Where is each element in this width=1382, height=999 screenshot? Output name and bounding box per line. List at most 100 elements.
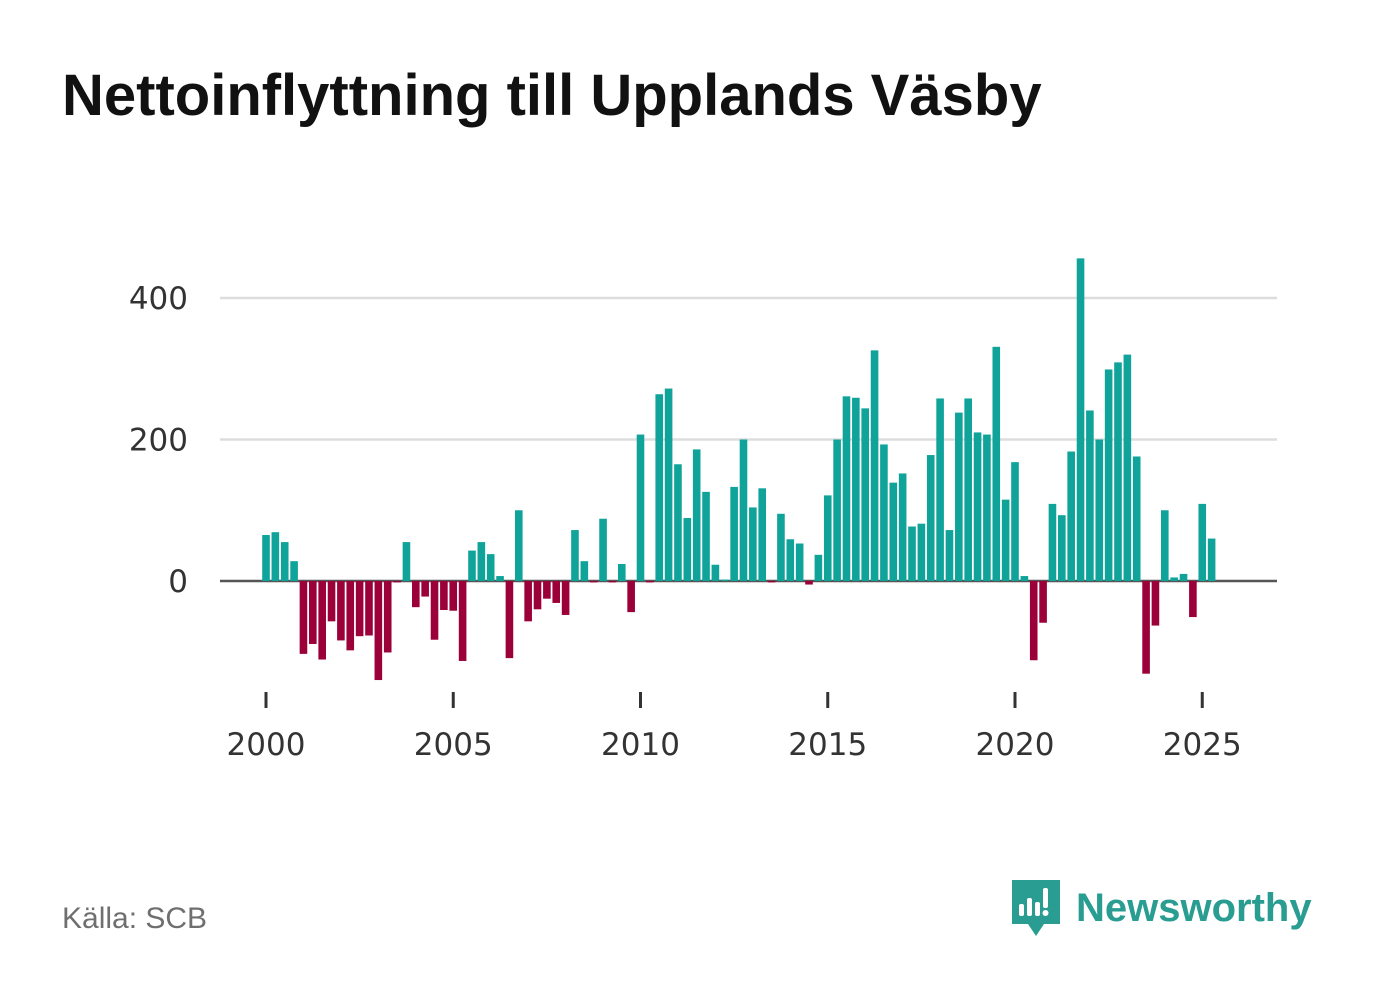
bar[interactable]: [309, 581, 317, 644]
bar[interactable]: [440, 581, 448, 611]
bar[interactable]: [739, 439, 748, 582]
bar[interactable]: [524, 581, 532, 622]
bar[interactable]: [917, 523, 926, 581]
bar[interactable]: [861, 408, 869, 581]
bar[interactable]: [1001, 499, 1010, 581]
bar[interactable]: [674, 464, 682, 581]
newsworthy-logo[interactable]: Newsworthy: [1010, 878, 1312, 938]
bar[interactable]: [262, 535, 270, 581]
bar[interactable]: [290, 561, 298, 581]
bar[interactable]: [1207, 538, 1216, 581]
bar[interactable]: [786, 539, 795, 581]
bar[interactable]: [833, 439, 841, 582]
bar[interactable]: [702, 491, 710, 581]
bar[interactable]: [992, 346, 1001, 581]
bar[interactable]: [299, 581, 308, 654]
bar[interactable]: [402, 542, 411, 581]
bar[interactable]: [1020, 576, 1029, 581]
bar[interactable]: [468, 550, 476, 581]
bar[interactable]: [393, 581, 401, 583]
bar[interactable]: [318, 581, 326, 660]
bar[interactable]: [889, 482, 898, 581]
bar[interactable]: [608, 581, 617, 583]
bar[interactable]: [1114, 362, 1122, 581]
bar[interactable]: [449, 581, 458, 611]
bar[interactable]: [1161, 510, 1169, 581]
bar[interactable]: [514, 510, 523, 581]
bar[interactable]: [1058, 515, 1066, 581]
bar[interactable]: [870, 350, 879, 582]
bar[interactable]: [1151, 581, 1160, 626]
bar[interactable]: [421, 581, 429, 597]
bar[interactable]: [767, 581, 776, 583]
bar[interactable]: [852, 397, 860, 581]
bar[interactable]: [430, 581, 439, 640]
bar[interactable]: [720, 579, 729, 582]
bar[interactable]: [664, 388, 673, 581]
bar[interactable]: [983, 434, 991, 581]
bar[interactable]: [692, 449, 701, 581]
bar[interactable]: [505, 581, 514, 659]
bar[interactable]: [880, 444, 888, 581]
bar[interactable]: [945, 530, 954, 581]
bar[interactable]: [1039, 581, 1047, 623]
bar[interactable]: [412, 581, 420, 608]
bar[interactable]: [561, 581, 570, 615]
bar[interactable]: [355, 581, 364, 637]
bar[interactable]: [655, 394, 664, 581]
bar[interactable]: [280, 542, 289, 581]
bar[interactable]: [955, 412, 963, 581]
bar[interactable]: [346, 581, 355, 651]
bar[interactable]: [823, 495, 832, 581]
bar[interactable]: [327, 581, 336, 622]
bar[interactable]: [898, 473, 907, 581]
bar[interactable]: [543, 581, 551, 599]
bar[interactable]: [777, 513, 785, 581]
bar[interactable]: [617, 564, 626, 581]
bar[interactable]: [842, 396, 851, 581]
bar[interactable]: [552, 581, 561, 603]
bar[interactable]: [486, 554, 495, 582]
bar[interactable]: [1076, 258, 1085, 581]
bar[interactable]: [1104, 369, 1113, 581]
bar[interactable]: [271, 532, 280, 581]
bar[interactable]: [908, 526, 916, 581]
bar[interactable]: [683, 518, 692, 581]
bar[interactable]: [730, 486, 738, 581]
bar[interactable]: [337, 581, 345, 641]
bar[interactable]: [646, 581, 654, 583]
bar[interactable]: [758, 488, 767, 581]
bar[interactable]: [1048, 503, 1057, 581]
bar[interactable]: [805, 581, 813, 585]
bar[interactable]: [477, 542, 486, 581]
bar[interactable]: [589, 581, 598, 583]
bar[interactable]: [1067, 451, 1075, 581]
bar[interactable]: [964, 398, 972, 581]
bar[interactable]: [365, 581, 373, 636]
bar[interactable]: [936, 398, 944, 581]
bar[interactable]: [1095, 439, 1104, 582]
bar[interactable]: [749, 507, 757, 581]
bar[interactable]: [636, 434, 645, 581]
bar[interactable]: [1170, 577, 1178, 581]
bar[interactable]: [496, 576, 504, 581]
bar[interactable]: [1142, 581, 1150, 674]
bar[interactable]: [1189, 581, 1197, 618]
bar[interactable]: [1132, 456, 1141, 581]
bar[interactable]: [383, 581, 392, 653]
bar[interactable]: [627, 581, 635, 613]
bar[interactable]: [533, 581, 542, 610]
bar[interactable]: [795, 543, 804, 582]
bar[interactable]: [458, 581, 467, 661]
bar[interactable]: [1179, 573, 1188, 581]
bar[interactable]: [571, 530, 579, 581]
bar[interactable]: [599, 518, 607, 581]
bar[interactable]: [926, 455, 935, 581]
bar[interactable]: [973, 432, 982, 581]
bar[interactable]: [711, 564, 720, 581]
bar[interactable]: [374, 581, 383, 681]
bar[interactable]: [1011, 462, 1019, 581]
bar[interactable]: [580, 561, 589, 581]
bar[interactable]: [1198, 503, 1207, 581]
bar[interactable]: [1123, 354, 1132, 581]
